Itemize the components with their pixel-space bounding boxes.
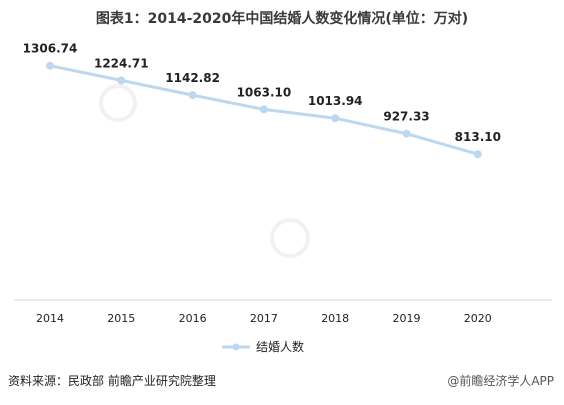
series-group <box>46 61 482 159</box>
line-chart: 2014 2015 2016 2017 2018 2019 2020 1306.74 1224… <box>14 42 552 354</box>
legend-label: 结婚人数 <box>256 339 304 354</box>
data-label: 927.33 <box>383 110 429 124</box>
data-point <box>331 114 340 123</box>
x-tick-label: 2020 <box>464 312 492 325</box>
data-label: 1063.10 <box>237 85 292 99</box>
data-point <box>117 76 126 85</box>
x-tick-label: 2015 <box>107 312 135 325</box>
data-labels: 1306.74 1224.71 1142.82 1063.10 1013.94 927.3… <box>23 42 501 145</box>
data-label: 1306.74 <box>23 42 78 56</box>
x-tick-label: 2018 <box>321 312 349 325</box>
data-point <box>473 150 482 159</box>
data-point <box>259 105 268 114</box>
watermark <box>99 84 310 258</box>
x-tick-label: 2014 <box>36 312 64 325</box>
data-label: 1142.82 <box>165 71 220 85</box>
credit-note: @前瞻经济学人APP <box>447 374 554 388</box>
watermark-logo-icon <box>99 84 137 122</box>
data-point <box>402 129 411 138</box>
data-point <box>188 91 197 100</box>
legend-point-marker <box>232 343 240 351</box>
data-label: 1013.94 <box>308 94 363 108</box>
x-tick-label: 2019 <box>393 312 421 325</box>
data-label: 1224.71 <box>94 56 149 70</box>
x-axis-ticks: 2014 2015 2016 2017 2018 2019 2020 <box>36 312 492 325</box>
data-label: 813.10 <box>455 130 501 144</box>
chart-title: 图表1：2014-2020年中国结婚人数变化情况(单位：万对) <box>95 11 469 27</box>
x-tick-label: 2016 <box>179 312 207 325</box>
watermark-logo-icon <box>270 218 310 258</box>
x-tick-label: 2017 <box>250 312 278 325</box>
data-point <box>46 61 54 70</box>
source-note: 资料来源：民政部 前瞻产业研究院整理 <box>8 374 216 388</box>
legend: 结婚人数 <box>222 339 304 354</box>
